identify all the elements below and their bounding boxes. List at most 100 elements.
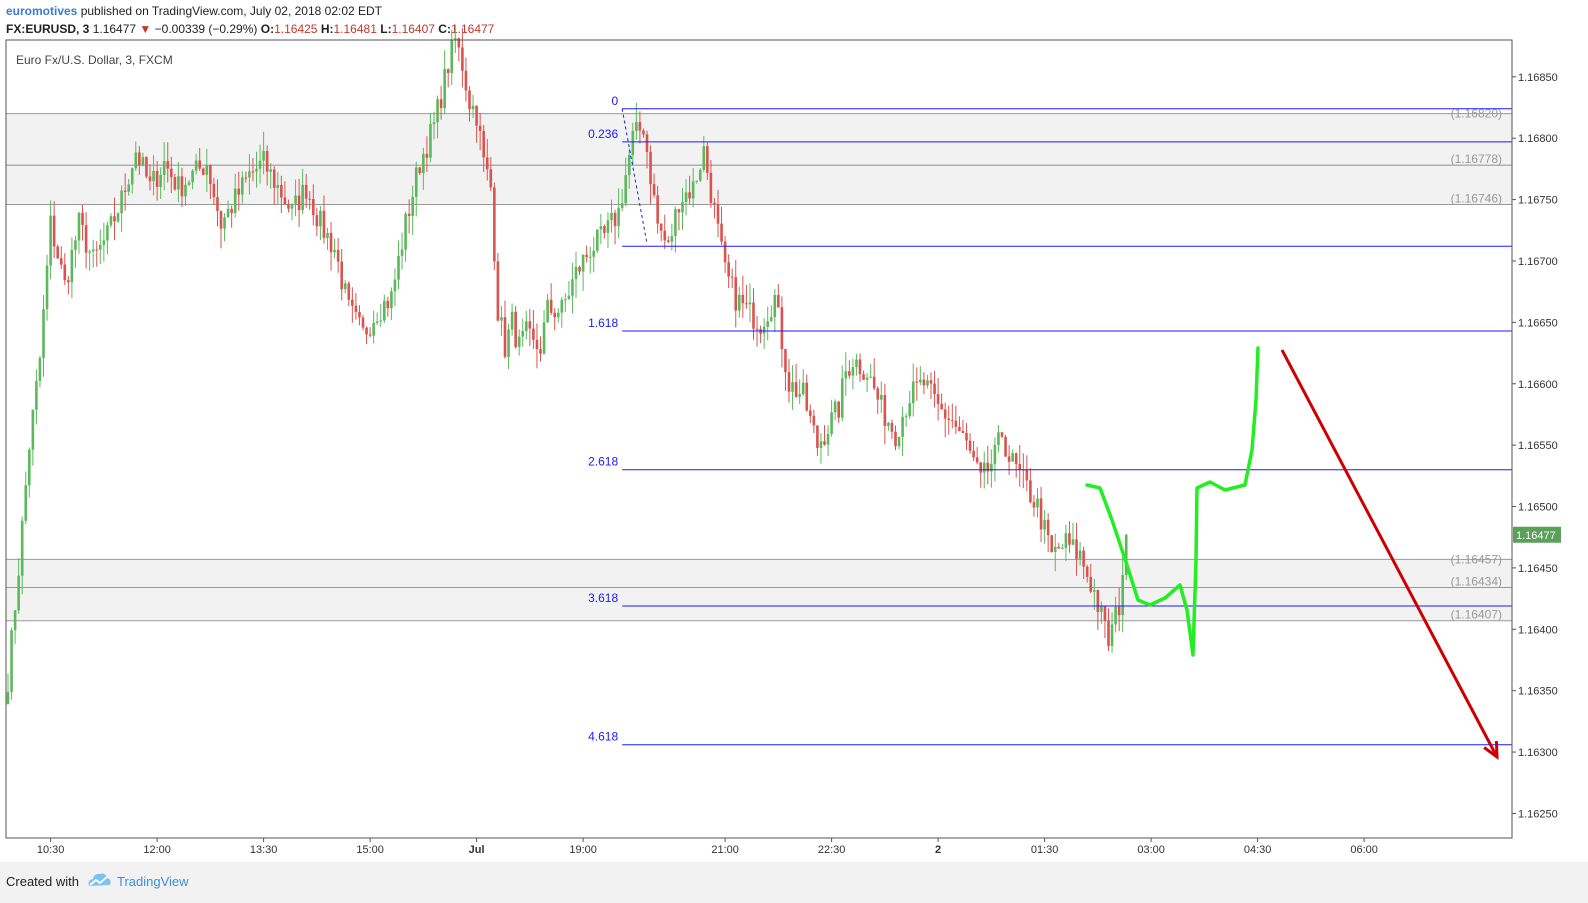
- candle: [659, 223, 663, 242]
- candle-body: [961, 431, 965, 434]
- candle: [20, 516, 24, 595]
- tradingview-brand-link[interactable]: TradingView: [117, 874, 189, 889]
- candle: [152, 155, 155, 196]
- candle: [425, 136, 429, 172]
- candle-body: [819, 441, 823, 448]
- candle: [1107, 608, 1110, 651]
- candle-body: [521, 331, 525, 337]
- candle-body: [201, 168, 205, 175]
- candle-body: [1043, 519, 1046, 530]
- candle-body: [943, 409, 947, 419]
- candle-body: [28, 449, 31, 486]
- candle: [113, 197, 116, 241]
- candle: [709, 160, 713, 208]
- candle: [173, 173, 177, 191]
- candle-body: [45, 265, 49, 310]
- candle-body: [1039, 498, 1043, 530]
- candle: [578, 265, 581, 276]
- candle: [500, 306, 503, 336]
- candle: [911, 363, 915, 417]
- author-link[interactable]: euromotives: [6, 4, 78, 18]
- candle: [10, 627, 13, 700]
- candle-body: [652, 184, 656, 196]
- y-tick-label: 1.16550: [1518, 440, 1558, 452]
- candle: [1036, 488, 1039, 518]
- price-chart[interactable]: (1.16820) (1.16778) (1.16746) (1.16457) (1.1…: [0, 0, 1588, 862]
- candle: [393, 268, 397, 307]
- candle-body: [297, 195, 301, 211]
- candle: [290, 203, 294, 221]
- candle: [539, 336, 542, 362]
- candle: [553, 308, 556, 331]
- candle: [145, 156, 148, 179]
- candle-body: [52, 215, 56, 247]
- candle-body: [642, 130, 645, 135]
- candle-body: [361, 317, 365, 328]
- candle: [801, 368, 805, 396]
- close-label: C:: [438, 22, 451, 36]
- candle: [187, 179, 191, 187]
- candle-body: [564, 299, 567, 301]
- fib-level-label-0: 0: [611, 94, 618, 108]
- candle: [872, 358, 876, 391]
- candle: [77, 211, 81, 254]
- candle: [1046, 513, 1050, 553]
- candle: [1064, 524, 1068, 562]
- candle: [1011, 449, 1014, 462]
- x-tick-label: 03:00: [1137, 844, 1165, 856]
- candle-body: [968, 440, 972, 451]
- candle: [610, 199, 613, 233]
- candle-body: [517, 336, 521, 348]
- candle-body: [99, 244, 102, 250]
- sr-zone-2: [6, 559, 1512, 588]
- candle: [354, 293, 358, 320]
- candle-body: [106, 225, 109, 241]
- candle: [63, 253, 67, 286]
- candle: [411, 185, 414, 235]
- candle: [766, 306, 769, 341]
- candle: [127, 178, 130, 196]
- candle-body: [400, 249, 404, 256]
- candle-body: [1000, 432, 1004, 437]
- candle-body: [936, 394, 940, 404]
- candle: [1014, 452, 1018, 478]
- candle-body: [954, 420, 958, 427]
- sr-zone-bottom-label-2: (1.16434): [1451, 575, 1502, 589]
- candle: [386, 296, 390, 317]
- candle-body: [283, 197, 287, 205]
- candle-body: [635, 122, 638, 131]
- candle: [336, 238, 340, 273]
- candle: [1050, 534, 1053, 553]
- x-tick-label: 10:30: [37, 844, 65, 856]
- candle: [468, 86, 471, 122]
- candle: [304, 173, 308, 208]
- candle-body: [801, 382, 805, 395]
- candle-body: [663, 230, 667, 241]
- candle: [170, 156, 173, 193]
- candle: [677, 208, 681, 231]
- high-label: H:: [320, 22, 334, 36]
- low-value: 1.16407: [391, 22, 435, 36]
- candle-body: [723, 241, 727, 263]
- candle-body: [170, 168, 173, 178]
- candle: [180, 167, 184, 207]
- symbol-label: FX:EURUSD, 3: [6, 22, 90, 36]
- fib-retracement[interactable]: 0 0.236 1.618 2.618 3.618 4.618: [588, 94, 1512, 746]
- candle-body: [553, 312, 556, 318]
- candle-body: [450, 39, 454, 73]
- candle: [333, 238, 336, 259]
- candle-body: [113, 216, 116, 222]
- tradingview-cloud-icon[interactable]: [86, 870, 112, 892]
- candle-body: [684, 192, 688, 202]
- candle: [741, 275, 745, 318]
- candle: [922, 372, 926, 395]
- candle-body: [379, 320, 383, 322]
- candle-body: [720, 223, 723, 242]
- candle-body: [1089, 576, 1093, 592]
- candle: [805, 374, 809, 412]
- candle-body: [1100, 606, 1103, 612]
- candle: [269, 163, 272, 189]
- candle-body: [823, 441, 826, 445]
- candle: [95, 241, 99, 267]
- candle: [194, 153, 198, 175]
